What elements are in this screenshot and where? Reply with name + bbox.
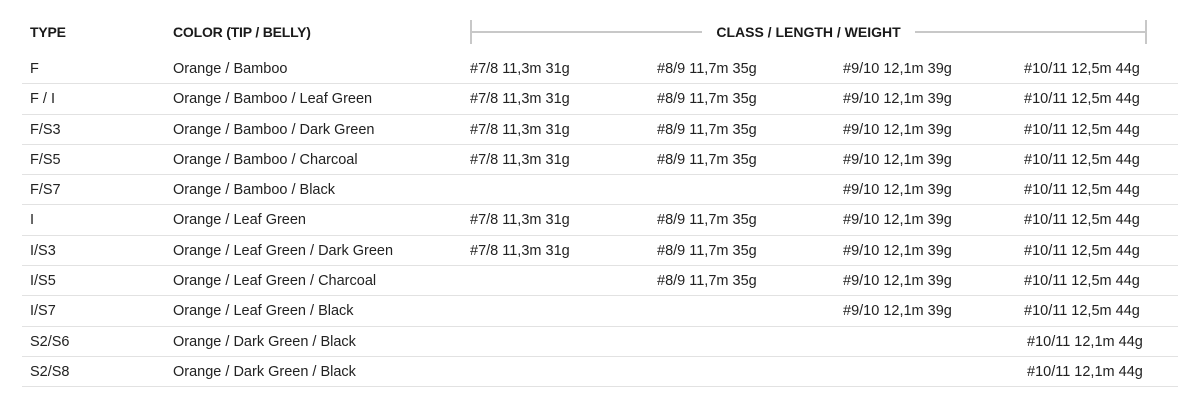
cell-c4: #10/11 12,5m 44g (1024, 182, 1140, 199)
spec-table: F Orange / Bamboo #7/8 11,3m 31g #8/9 11,7m… (22, 54, 1178, 388)
cell-type: S2/S8 (30, 363, 70, 380)
cell-color: Orange / Leaf Green / Dark Green (173, 242, 394, 259)
table-row: F/S7 Orange / Bamboo / Black #9/10 12,1m 3… (22, 175, 1178, 206)
cell-c2: #8/9 11,7m 35g (657, 91, 757, 108)
cell-type: F/S7 (30, 182, 61, 199)
cell-c4: #10/11 12,5m 44g (1024, 91, 1140, 108)
cell-color: Orange / Bamboo / Leaf Green (173, 91, 373, 108)
table-row: S2/S6 Orange / Dark Green / Black #10/11 1… (22, 327, 1178, 357)
table-row: I/S7 Orange / Leaf Green / Black #9/10 12,… (22, 296, 1178, 327)
cell-c1: #7/8 11,3m 31g (470, 121, 570, 138)
table-row: F Orange / Bamboo #7/8 11,3m 31g #8/9 11,7m… (22, 54, 1178, 85)
cell-c2: #8/9 11,7m 35g (657, 121, 757, 138)
cell-c2: #8/9 11,7m 35g (657, 61, 757, 77)
cell-c4: #10/11 12,5m 44g (1024, 121, 1140, 138)
cell-c3: #9/10 12,1m 39g (843, 182, 952, 199)
cell-c3: #9/10 12,1m 39g (843, 151, 952, 168)
cell-c1: #7/8 11,3m 31g (470, 242, 570, 259)
cell-color: Orange / Leaf Green / Charcoal (173, 273, 377, 290)
cell-c4: #10/11 12,1m 44g (1027, 363, 1143, 380)
table-row: S2/S8 Orange / Dark Green / Black #10/11 1… (22, 357, 1178, 388)
cell-c3: #9/10 12,1m 39g (843, 61, 952, 77)
cell-c3: #9/10 12,1m 39g (843, 212, 952, 229)
cell-c3: #9/10 12,1m 39g (843, 273, 952, 290)
cell-c4: #10/11 12,5m 44g (1024, 273, 1140, 290)
table-row: F/S5 Orange / Bamboo / Charcoal #7/8 11,3m… (22, 145, 1178, 176)
cell-type: I/S3 (30, 242, 56, 259)
cell-c4: #10/11 12,5m 44g (1024, 61, 1140, 77)
cell-type: I/S5 (30, 273, 56, 290)
cell-c4: #10/11 12,5m 44g (1024, 151, 1140, 168)
cell-color: Orange / Leaf Green / Black (173, 303, 354, 320)
cell-type: F/S3 (30, 121, 61, 138)
table-row: I Orange / Leaf Green #7/8 11,3m 31g #8/9 1… (22, 205, 1178, 236)
cell-c1: #7/8 11,3m 31g (470, 212, 570, 229)
cell-c4: #10/11 12,5m 44g (1024, 212, 1140, 229)
header-specs: CLASS / LENGTH / WEIGHT (702, 24, 915, 40)
header-color: COLOR (TIP / BELLY) (173, 24, 311, 40)
cell-c1: #7/8 11,3m 31g (470, 91, 570, 108)
header-type: TYPE (30, 24, 66, 40)
table-row: I/S5 Orange / Leaf Green / Charcoal #8/9 1… (22, 266, 1178, 297)
cell-type: F/S5 (30, 151, 61, 168)
cell-c4: #10/11 12,5m 44g (1024, 242, 1140, 259)
table-row: I/S3 Orange / Leaf Green / Dark Green #7/8… (22, 236, 1178, 267)
cell-c4: #10/11 12,5m 44g (1024, 303, 1140, 320)
table-row: F/S3 Orange / Bamboo / Dark Green #7/8 11,… (22, 115, 1178, 145)
cell-c1: #7/8 11,3m 31g (470, 61, 570, 77)
cell-c3: #9/10 12,1m 39g (843, 303, 952, 320)
cell-type: F / I (30, 91, 55, 108)
cell-c2: #8/9 11,7m 35g (657, 273, 757, 290)
cell-type: S2/S6 (30, 333, 70, 350)
cell-c4: #10/11 12,1m 44g (1027, 333, 1143, 350)
cell-color: Orange / Bamboo / Charcoal (173, 151, 358, 168)
cell-type: I/S7 (30, 303, 56, 320)
cell-c2: #8/9 11,7m 35g (657, 242, 757, 259)
cell-c1: #7/8 11,3m 31g (470, 151, 570, 168)
bracket-right-tick (1145, 20, 1147, 44)
cell-color: Orange / Bamboo / Black (173, 182, 335, 199)
cell-c2: #8/9 11,7m 35g (657, 151, 757, 168)
cell-c3: #9/10 12,1m 39g (843, 121, 952, 138)
cell-type: I (30, 212, 35, 229)
cell-type: F (30, 61, 39, 77)
cell-color: Orange / Dark Green / Black (173, 333, 356, 350)
specs-header-bracket: CLASS / LENGTH / WEIGHT (470, 20, 1147, 44)
cell-color: Orange / Dark Green / Black (173, 363, 356, 380)
cell-c3: #9/10 12,1m 39g (843, 91, 952, 108)
cell-c2: #8/9 11,7m 35g (657, 212, 757, 229)
cell-color: Orange / Leaf Green (173, 212, 306, 229)
cell-color: Orange / Bamboo / Dark Green (173, 121, 375, 138)
table-row: F / I Orange / Bamboo / Leaf Green #7/8 11… (22, 84, 1178, 115)
cell-c3: #9/10 12,1m 39g (843, 242, 952, 259)
cell-color: Orange / Bamboo (173, 61, 288, 77)
